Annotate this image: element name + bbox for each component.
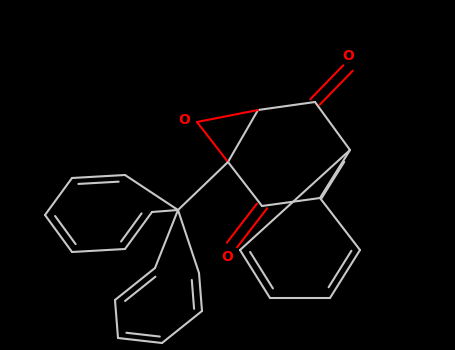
Text: O: O (178, 113, 190, 127)
Text: O: O (222, 250, 233, 264)
Text: O: O (342, 49, 354, 63)
